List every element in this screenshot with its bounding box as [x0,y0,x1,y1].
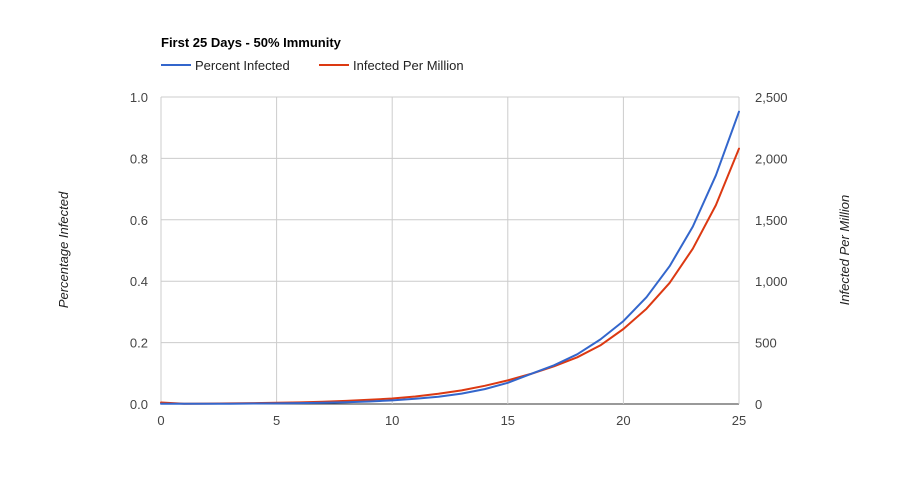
gridlines [160,96,740,405]
y-right-axis-title: Infected Per Million [837,195,852,306]
y-left-tick-label: 0.6 [130,213,148,228]
legend-label-percent-infected[interactable]: Percent Infected [195,58,290,73]
y-right-tick-label: 2,500 [755,90,788,105]
y-left-axis-title: Percentage Infected [56,191,71,308]
y-right-tick-label: 1,000 [755,274,788,289]
y-left-tick-label: 1.0 [130,90,148,105]
x-tick-label: 20 [616,413,630,428]
x-tick-label: 25 [732,413,746,428]
y-right-tick-label: 0 [755,397,762,412]
x-tick-label: 10 [385,413,399,428]
legend: Percent Infected Infected Per Million [161,58,464,73]
legend-label-infected-per-million[interactable]: Infected Per Million [353,58,464,73]
y-left-tick-label: 0.2 [130,336,148,351]
x-tick-label: 15 [501,413,515,428]
y-right-tick-label: 1,500 [755,213,788,228]
chart-title: First 25 Days - 50% Immunity [161,35,342,50]
series-lines [160,110,740,405]
y-right-tick-label: 2,000 [755,151,788,166]
y-left-tick-label: 0.4 [130,274,148,289]
series-line-infected-per-million[interactable] [160,147,740,405]
y-left-tick-label: 0.0 [130,397,148,412]
x-tick-label: 5 [273,413,280,428]
axis-ticks: 0.0 0 0.2 500 0.4 1,000 0.6 1,500 0.8 2,000 1.0 2,5… [130,90,788,428]
x-tick-label: 0 [157,413,164,428]
y-left-tick-label: 0.8 [130,151,148,166]
series-line-percent-infected[interactable] [160,110,740,405]
y-right-tick-label: 500 [755,336,777,351]
